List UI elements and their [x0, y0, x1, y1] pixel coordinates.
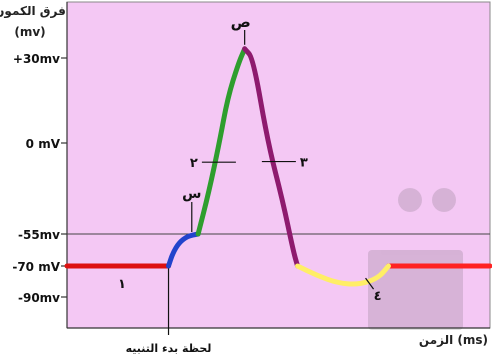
series-segment-6 — [295, 263, 391, 287]
series-group — [64, 46, 492, 287]
segment-4-leader — [365, 277, 375, 290]
y-ticks: +30mv 0 mV -55mv -70 mV -90mv — [12, 52, 67, 305]
x-axis-title: الزمن (ms) — [419, 333, 488, 347]
segment-3-label: ٣ — [300, 156, 308, 171]
series-segment-3 — [166, 231, 201, 269]
y-axis-title-line1: فرق الكمون — [0, 4, 66, 19]
peak-label: ص — [231, 13, 251, 31]
series-segment-4 — [195, 46, 248, 237]
watermark-logo — [368, 188, 463, 330]
y-tick-label: +30mv — [13, 52, 60, 66]
segment-4-label: ٤ — [374, 289, 382, 304]
plot-area — [66, 1, 491, 329]
stimulus-label: لحظة بدء التنبيه — [126, 342, 212, 355]
annotations-group: ص س ١ ٢ ٣ ٤ — [118, 13, 382, 304]
segment-2-label: ٢ — [190, 156, 198, 171]
y-tick-label: 0 mV — [26, 137, 61, 151]
threshold-group: لحظة بدء التنبيه — [67, 233, 490, 355]
y-tick-label: -55mv — [18, 228, 60, 242]
y-tick-label: -90mv — [18, 291, 60, 305]
y-axis-title-line2: (mv) — [14, 25, 45, 39]
y-tick-label: -70 mV — [12, 260, 60, 274]
segment-1-label: ١ — [118, 277, 126, 292]
series-segment-5 — [242, 46, 301, 269]
threshold-point-label: س — [182, 186, 201, 202]
